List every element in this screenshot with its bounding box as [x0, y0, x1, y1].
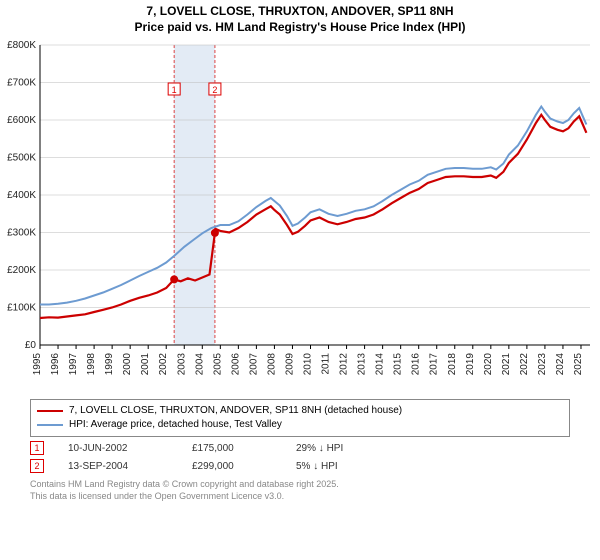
svg-text:1999: 1999	[104, 353, 115, 376]
chart-area: £0 £100K £200K £300K £400K £500K £600K £700K £80…	[0, 35, 600, 395]
svg-text:£200K: £200K	[7, 265, 36, 276]
sale-price: £175,000	[192, 443, 272, 454]
sales-list: 1 10-JUN-2002 £175,000 29% ↓ HPI 2 13-SEP-200…	[0, 441, 600, 473]
chart-title: 7, LOVELL CLOSE, THRUXTON, ANDOVER, SP11…	[0, 0, 600, 35]
legend-row-hpi: HPI: Average price, detached house, Test…	[37, 418, 563, 432]
svg-text:2000: 2000	[122, 353, 133, 376]
svg-text:2021: 2021	[501, 353, 512, 376]
svg-text:£700K: £700K	[7, 78, 36, 89]
svg-text:2016: 2016	[411, 353, 422, 376]
svg-text:1998: 1998	[86, 353, 97, 376]
svg-text:2007: 2007	[248, 353, 259, 376]
svg-text:2006: 2006	[230, 353, 241, 376]
svg-text:2005: 2005	[212, 353, 223, 376]
footer-line1: Contains HM Land Registry data © Crown c…	[30, 479, 570, 491]
sale-delta: 5% ↓ HPI	[296, 461, 338, 472]
svg-text:2: 2	[212, 85, 217, 95]
sale-date: 10-JUN-2002	[68, 443, 168, 454]
legend-swatch-paid	[37, 410, 63, 412]
title-line1: 7, LOVELL CLOSE, THRUXTON, ANDOVER, SP11…	[0, 4, 600, 20]
legend-swatch-hpi	[37, 424, 63, 426]
svg-text:£0: £0	[25, 340, 37, 351]
legend-label-paid: 7, LOVELL CLOSE, THRUXTON, ANDOVER, SP11…	[69, 404, 402, 418]
title-line2: Price paid vs. HM Land Registry's House …	[0, 20, 600, 36]
legend-label-hpi: HPI: Average price, detached house, Test…	[69, 418, 282, 432]
svg-text:2010: 2010	[302, 353, 313, 376]
svg-text:2012: 2012	[339, 353, 350, 376]
svg-text:£600K: £600K	[7, 115, 36, 126]
svg-text:£400K: £400K	[7, 190, 36, 201]
svg-text:2008: 2008	[266, 353, 277, 376]
svg-text:2018: 2018	[447, 353, 458, 376]
svg-text:2001: 2001	[140, 353, 151, 376]
svg-text:1996: 1996	[50, 353, 61, 376]
footer-line2: This data is licensed under the Open Gov…	[30, 491, 570, 503]
svg-text:2013: 2013	[357, 353, 368, 376]
svg-text:2002: 2002	[158, 353, 169, 376]
svg-text:2015: 2015	[393, 353, 404, 376]
svg-text:2023: 2023	[537, 353, 548, 376]
svg-text:2020: 2020	[483, 353, 494, 376]
svg-text:1: 1	[172, 85, 177, 95]
sale-date: 13-SEP-2004	[68, 461, 168, 472]
line-chart-svg: £0 £100K £200K £300K £400K £500K £600K £700K £80…	[0, 35, 600, 395]
svg-text:£500K: £500K	[7, 153, 36, 164]
sale-price: £299,000	[192, 461, 272, 472]
svg-text:2009: 2009	[284, 353, 295, 376]
sale-marker-icon: 1	[30, 441, 44, 455]
svg-text:£100K: £100K	[7, 303, 36, 314]
svg-text:£800K: £800K	[7, 40, 36, 51]
sale-row: 2 13-SEP-2004 £299,000 5% ↓ HPI	[30, 459, 570, 473]
sale-marker-icon: 2	[30, 459, 44, 473]
svg-text:2017: 2017	[429, 353, 440, 376]
sale-delta: 29% ↓ HPI	[296, 443, 343, 454]
svg-text:2014: 2014	[375, 353, 386, 376]
svg-text:1995: 1995	[32, 353, 43, 376]
svg-text:2024: 2024	[555, 353, 566, 376]
svg-text:2025: 2025	[573, 353, 584, 376]
svg-text:2022: 2022	[519, 353, 530, 376]
svg-text:2004: 2004	[194, 353, 205, 376]
svg-text:1997: 1997	[68, 353, 79, 376]
svg-text:2011: 2011	[321, 353, 332, 375]
svg-text:2019: 2019	[465, 353, 476, 376]
sale-row: 1 10-JUN-2002 £175,000 29% ↓ HPI	[30, 441, 570, 455]
legend: 7, LOVELL CLOSE, THRUXTON, ANDOVER, SP11…	[30, 399, 570, 437]
svg-text:£300K: £300K	[7, 228, 36, 239]
legend-row-paid: 7, LOVELL CLOSE, THRUXTON, ANDOVER, SP11…	[37, 404, 563, 418]
svg-text:2003: 2003	[176, 353, 187, 376]
footer-attribution: Contains HM Land Registry data © Crown c…	[30, 479, 570, 502]
